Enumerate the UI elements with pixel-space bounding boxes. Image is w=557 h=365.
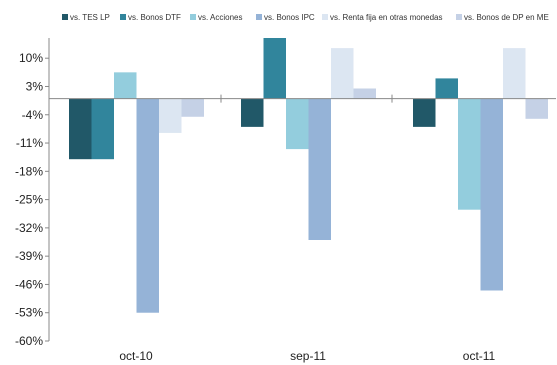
bar (353, 88, 376, 99)
x-axis: oct-10 sep-11 oct-11 (49, 94, 556, 363)
bar (331, 48, 354, 99)
legend-item: vs. Bonos DTF (120, 13, 181, 22)
chart-bars (69, 38, 548, 313)
y-tick-label: -46% (15, 277, 43, 291)
legend-swatch (120, 14, 126, 20)
bar (480, 98, 503, 291)
bar (136, 98, 159, 313)
y-tick-label: -25% (15, 193, 43, 207)
legend-item: vs. Acciones (190, 13, 242, 22)
y-tick-label: -39% (15, 249, 43, 263)
legend-item: vs. Bonos de DP en ME (456, 13, 549, 22)
bar (286, 98, 309, 150)
x-category-label: sep-11 (290, 349, 326, 363)
legend-swatch (456, 14, 462, 20)
legend-label: vs. Bonos de DP en ME (464, 13, 549, 22)
x-category-label: oct-10 (119, 349, 153, 363)
y-tick-label: -60% (15, 334, 43, 348)
bar (69, 98, 92, 160)
bar (114, 72, 137, 99)
bar (263, 38, 286, 99)
y-tick-label: -18% (15, 164, 43, 178)
legend-label: vs. Bonos IPC (264, 13, 315, 22)
legend-label: vs. Bonos DTF (128, 13, 181, 22)
y-axis: 10% 3% -4% -11% -18% -25% -32% -39% -46% -53% -60% (15, 38, 50, 348)
y-tick-label: 3% (26, 79, 44, 93)
bar (91, 98, 114, 160)
legend-swatch (322, 14, 328, 20)
y-tick-label: 10% (19, 51, 43, 65)
y-tick-label: -4% (22, 108, 44, 122)
y-tick-label: -32% (15, 221, 43, 235)
y-tick-label: -11% (16, 136, 43, 150)
legend-swatch (256, 14, 262, 20)
y-tick-label: -53% (15, 306, 43, 320)
bar (525, 98, 548, 119)
bar (503, 48, 526, 99)
legend-label: vs. Acciones (198, 13, 242, 22)
bar (241, 98, 264, 127)
legend-item: vs. TES LP (62, 13, 110, 22)
legend-swatch (190, 14, 196, 20)
legend-item: vs. Renta fija en otras monedas (322, 13, 443, 22)
legend-item: vs. Bonos IPC (256, 13, 315, 22)
bar (181, 98, 204, 117)
x-category-label: oct-11 (463, 349, 496, 363)
legend-label: vs. Renta fija en otras monedas (330, 13, 443, 22)
chart-legend: vs. TES LP vs. Bonos DTF vs. Acciones vs. B… (62, 13, 549, 22)
bar (435, 78, 458, 99)
bar (413, 98, 436, 127)
bar (159, 98, 182, 133)
bar (308, 98, 331, 240)
legend-label: vs. TES LP (70, 13, 110, 22)
legend-swatch (62, 14, 68, 20)
bar (458, 98, 481, 210)
